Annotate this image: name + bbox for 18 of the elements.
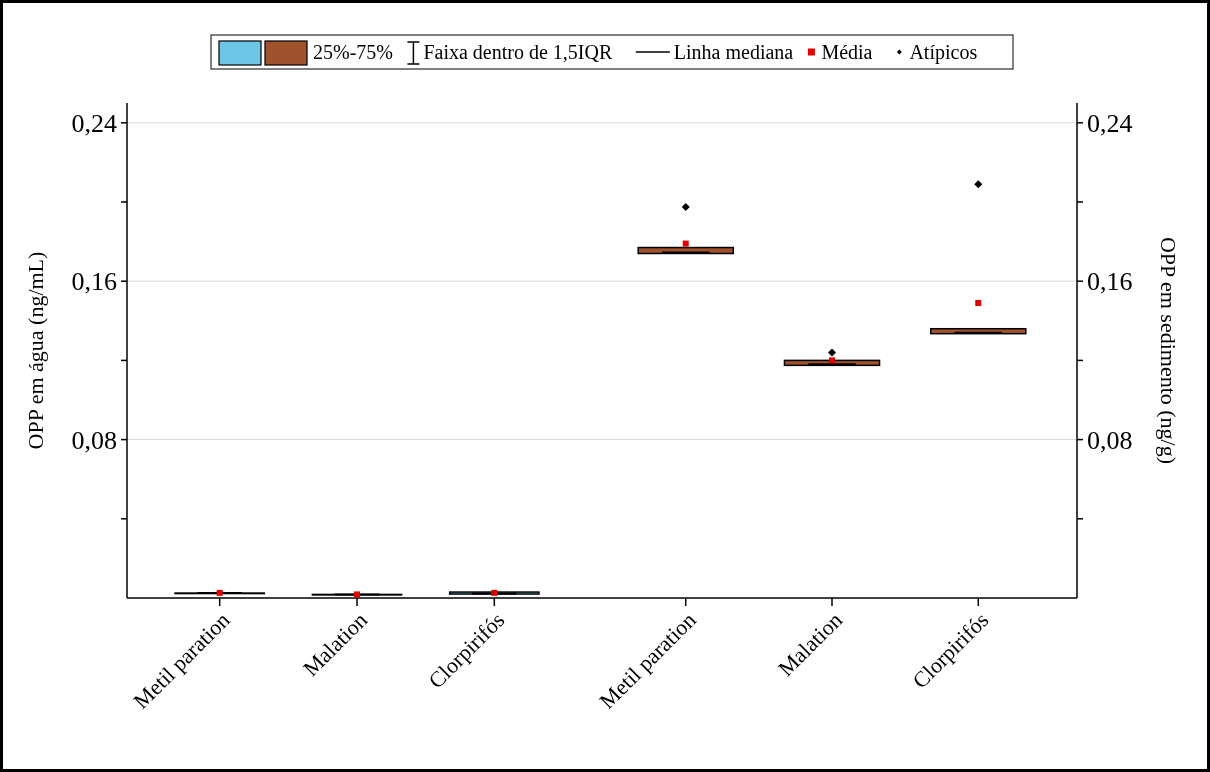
point xyxy=(975,299,982,306)
y-tick-label: 0,08 xyxy=(71,425,117,455)
y2-tick-label: 0,08 xyxy=(1087,425,1133,455)
y-tick-label: 0,16 xyxy=(71,267,117,297)
point xyxy=(682,240,689,247)
point xyxy=(681,202,690,211)
y2-tick-label: 0,16 xyxy=(1087,267,1133,297)
legend-label: Atípicos xyxy=(909,41,978,64)
text: Faixa dentro de 1,5IQR xyxy=(423,41,613,63)
legend-label: Média xyxy=(821,41,873,63)
legend-label: 25%-75% xyxy=(313,41,393,63)
point xyxy=(974,180,983,189)
text: Linha mediana xyxy=(673,41,794,63)
y2-axis-title: OPP em sedimento (ng/g) xyxy=(1156,236,1182,465)
y2-tick-label: 0,24 xyxy=(1087,108,1133,138)
y-axis-title: OPP em água (ng/mL) xyxy=(22,251,48,450)
y-tick-label: 0,24 xyxy=(71,108,117,138)
point xyxy=(828,348,836,357)
